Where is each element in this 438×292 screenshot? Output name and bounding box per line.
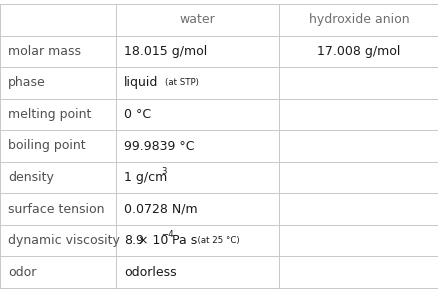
Text: odor: odor [8,266,36,279]
Text: hydroxide anion: hydroxide anion [308,13,408,26]
Text: phase: phase [8,77,46,89]
Text: 99.9839 °C: 99.9839 °C [124,140,194,152]
Text: 8.9: 8.9 [124,234,144,247]
Text: Pa s: Pa s [167,234,197,247]
Text: melting point: melting point [8,108,91,121]
Text: 0.0728 N/m: 0.0728 N/m [124,203,198,215]
Text: (at STP): (at STP) [164,79,198,87]
Text: 17.008 g/mol: 17.008 g/mol [317,45,399,58]
Text: 3: 3 [161,167,166,176]
Text: 0 °C: 0 °C [124,108,151,121]
Text: molar mass: molar mass [8,45,81,58]
Text: surface tension: surface tension [8,203,104,215]
Text: liquid: liquid [124,77,158,89]
Text: water: water [179,13,215,26]
Text: odorless: odorless [124,266,177,279]
Text: 1 g/cm: 1 g/cm [124,171,167,184]
Text: dynamic viscosity: dynamic viscosity [8,234,120,247]
Text: density: density [8,171,53,184]
Text: 18.015 g/mol: 18.015 g/mol [124,45,207,58]
Text: (at 25 °C): (at 25 °C) [192,236,239,245]
Text: −4: −4 [161,230,174,239]
Text: boiling point: boiling point [8,140,85,152]
Text: × 10: × 10 [138,234,168,247]
